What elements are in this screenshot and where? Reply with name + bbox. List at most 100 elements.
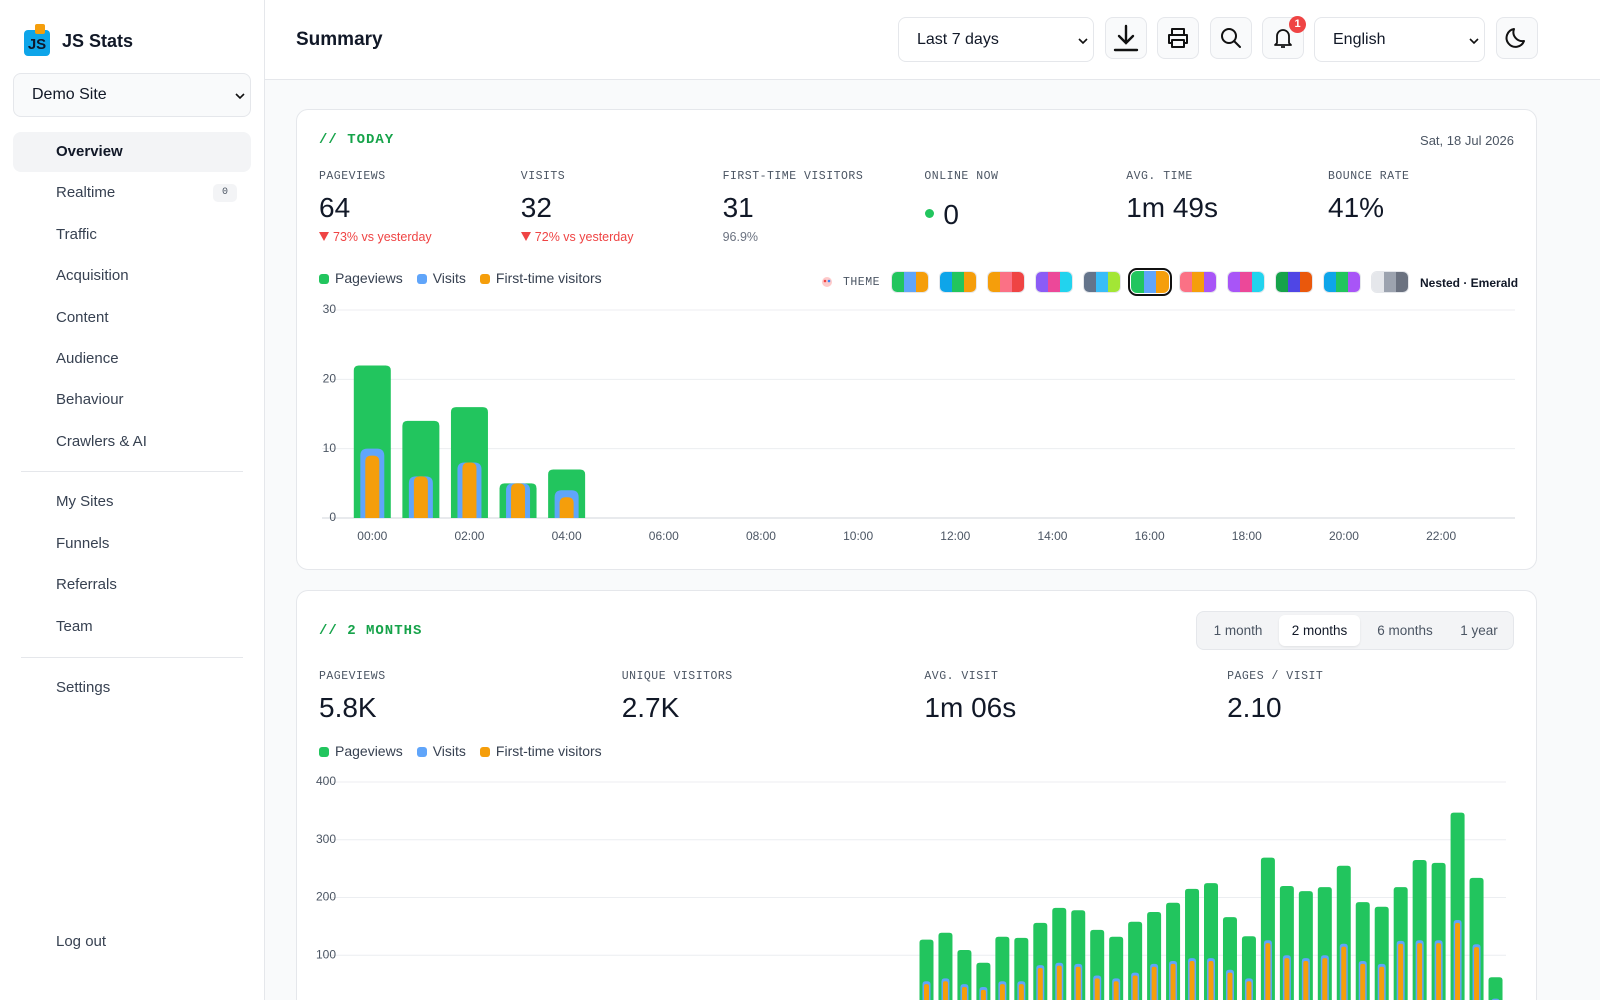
legend-label: Visits: [432, 743, 466, 759]
nav-item[interactable]: [13, 298, 251, 338]
bar: [1246, 981, 1252, 1000]
nav-item[interactable]: [13, 922, 251, 962]
sidebar: JS JS Stats Demo Site Overview Realtime Tr…: [0, 0, 265, 1000]
theme-swatch[interactable]: [1083, 271, 1121, 293]
language: English: [1333, 30, 1386, 48]
stat-value: 31: [722, 192, 754, 223]
chevron: [1078, 38, 1088, 45]
nav-label: Referrals: [56, 576, 117, 593]
swatch-stripe: [1276, 272, 1288, 292]
nav-item[interactable]: [13, 524, 251, 564]
nav-item[interactable]: [13, 668, 251, 708]
search-button[interactable]: [1210, 17, 1252, 59]
x-tick-label: 14:00: [1037, 529, 1067, 543]
swatch-stripe: [1384, 272, 1396, 292]
nav-label: Funnels: [56, 534, 110, 552]
bar: [1132, 975, 1138, 1000]
legend-item[interactable]: Visits: [416, 270, 466, 286]
nav-label: Overview: [56, 143, 123, 160]
theme-swatch[interactable]: [1227, 271, 1265, 293]
theme-swatch[interactable]: [1128, 268, 1172, 296]
period-tab[interactable]: 2 months: [1279, 615, 1360, 646]
bar: [1360, 963, 1366, 1000]
down-arrow: [520, 232, 531, 241]
bar: [1265, 943, 1271, 1000]
language-select[interactable]: English: [1314, 17, 1485, 62]
stat-label: PAGES / VISIT: [1227, 670, 1324, 683]
swatch-stripe: [1096, 272, 1108, 292]
stat-note: 73% vs yesterday: [319, 230, 432, 244]
swatch-stripe: [1012, 272, 1024, 292]
nav-label: Realtime: [56, 184, 116, 202]
nav-item[interactable]: [13, 565, 251, 605]
swatch-stripe: [1324, 272, 1336, 292]
theme-swatch[interactable]: [1035, 271, 1073, 293]
nav-item[interactable]: [13, 607, 251, 647]
legend-label: Pageviews: [335, 743, 403, 759]
nav-label: Audience: [56, 350, 119, 367]
nav-item[interactable]: [13, 256, 251, 296]
nav-item[interactable]: [13, 215, 251, 255]
bar: [1341, 946, 1347, 1000]
site-select[interactable]: Demo Site: [13, 73, 251, 117]
bar: [942, 981, 948, 1000]
legend-item[interactable]: Pageviews: [319, 743, 403, 759]
nav-item[interactable]: [13, 132, 251, 172]
swatch-stripe: [1108, 272, 1120, 292]
y-tick-label: 0: [329, 510, 336, 524]
swatch-stripe: [1396, 272, 1408, 292]
x-tick-label: 02:00: [454, 529, 484, 543]
y-tick-label: 400: [316, 774, 336, 788]
legend-item[interactable]: Pageviews: [319, 270, 403, 286]
nav-item[interactable]: [13, 482, 251, 522]
legend: Pageviews Visits First-time visitors: [319, 270, 602, 286]
stat-value: 0: [943, 199, 959, 230]
stat-label: UNIQUE VISITORS: [621, 670, 733, 683]
nav-label: Behaviour: [56, 391, 124, 409]
live-dot: [925, 209, 935, 218]
theme-swatch[interactable]: [1371, 271, 1409, 293]
stat-value: 1m 06s: [924, 692, 1017, 723]
x-tick-label: 20:00: [1329, 529, 1359, 543]
bar: [1037, 967, 1043, 1000]
legend-label: First-time visitors: [495, 270, 602, 286]
nav-label: Crawlers & AI: [56, 432, 147, 450]
swatch-stripe: [1143, 271, 1157, 293]
dark-mode-button[interactable]: [1496, 17, 1538, 59]
bar: [1094, 978, 1100, 1000]
legend-swatch: [416, 747, 427, 757]
swatch-stripe: [1131, 271, 1144, 293]
legend-item[interactable]: Visits: [416, 743, 466, 759]
nav-item[interactable]: [13, 380, 251, 420]
range-select[interactable]: Last 7 days: [898, 17, 1094, 62]
swatch-stripe: [1252, 272, 1264, 292]
legend-item[interactable]: First-time visitors: [479, 743, 602, 759]
print-button[interactable]: [1157, 17, 1199, 59]
swatch-stripe: [964, 272, 976, 292]
bar: [1488, 977, 1503, 1000]
x-tick-label: 06:00: [649, 529, 679, 543]
download-button[interactable]: [1105, 17, 1147, 59]
moon-icon: [1505, 28, 1525, 48]
legend: Pageviews Visits First-time visitors: [319, 743, 602, 759]
y-tick-label: 30: [323, 302, 337, 316]
theme-swatch[interactable]: [987, 271, 1025, 293]
x-tick-label: 22:00: [1426, 529, 1456, 543]
period-tab[interactable]: 1 month: [1213, 623, 1263, 638]
period-tab[interactable]: 6 months: [1377, 623, 1433, 638]
theme-swatch[interactable]: [1179, 271, 1217, 293]
theme-swatch[interactable]: [1275, 271, 1313, 293]
today-chart: 0 10 20 30 00:00 02:00 04:00 06:00 08:00 10:00 12:…: [322, 302, 1515, 543]
theme-swatch[interactable]: [891, 271, 929, 293]
nav-label: Team: [56, 617, 93, 635]
period-tab[interactable]: 1 year: [1460, 623, 1498, 638]
theme-swatch[interactable]: [1323, 271, 1361, 293]
swatch-stripe: [1036, 272, 1048, 292]
nav-item[interactable]: [13, 339, 251, 379]
y-tick-label: 300: [316, 832, 336, 846]
header: Summary Last 7 days 1 English: [265, 0, 1600, 80]
legend-item[interactable]: First-time visitors: [479, 270, 602, 286]
svg-text:JS: JS: [28, 36, 46, 53]
theme-swatch[interactable]: [939, 271, 977, 293]
nav-label: Settings: [56, 679, 111, 696]
